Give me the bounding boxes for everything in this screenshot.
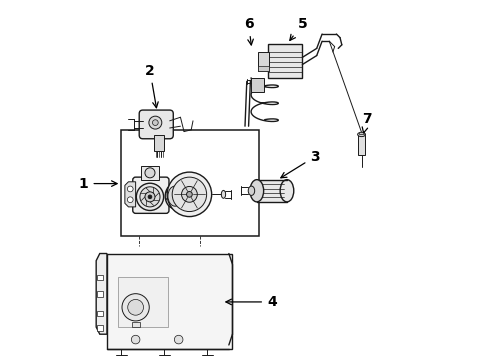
Circle shape [149, 116, 162, 129]
Polygon shape [125, 182, 136, 207]
FancyBboxPatch shape [133, 177, 169, 213]
Circle shape [140, 187, 160, 207]
Bar [257, 180, 287, 202]
Circle shape [172, 177, 207, 212]
Text: 1: 1 [79, 177, 117, 190]
Bar [141, 166, 159, 180]
Ellipse shape [221, 190, 225, 198]
Circle shape [127, 186, 133, 192]
Bar [258, 66, 269, 71]
Ellipse shape [280, 180, 294, 202]
Ellipse shape [250, 180, 264, 202]
Bar [122, 130, 259, 235]
Bar [258, 52, 269, 71]
Circle shape [174, 335, 183, 344]
Bar [97, 311, 102, 316]
Polygon shape [96, 253, 107, 334]
Ellipse shape [165, 184, 185, 209]
Text: 6: 6 [244, 17, 253, 45]
Bar [118, 277, 168, 327]
Circle shape [145, 192, 155, 202]
Bar [153, 135, 164, 151]
Circle shape [127, 197, 133, 203]
Text: 7: 7 [362, 112, 372, 133]
Bar [97, 325, 102, 330]
Circle shape [167, 172, 212, 217]
Bar [269, 44, 302, 78]
Bar [132, 321, 140, 327]
Bar [358, 135, 365, 155]
Circle shape [181, 186, 197, 202]
Circle shape [128, 300, 144, 315]
Text: 2: 2 [145, 64, 158, 108]
Text: 5: 5 [290, 17, 307, 40]
Circle shape [152, 120, 158, 126]
Bar [107, 253, 232, 348]
Circle shape [148, 195, 152, 199]
Ellipse shape [168, 186, 182, 206]
Bar [97, 275, 102, 280]
Bar [359, 132, 364, 134]
Ellipse shape [358, 132, 366, 136]
Bar [97, 291, 102, 297]
Circle shape [187, 192, 192, 197]
FancyBboxPatch shape [139, 110, 173, 139]
Ellipse shape [248, 186, 255, 195]
Text: 4: 4 [226, 295, 277, 309]
Text: 3: 3 [281, 150, 320, 178]
Circle shape [122, 294, 149, 321]
Bar [251, 78, 264, 92]
Circle shape [136, 183, 164, 211]
Circle shape [131, 335, 140, 344]
Circle shape [145, 168, 155, 178]
